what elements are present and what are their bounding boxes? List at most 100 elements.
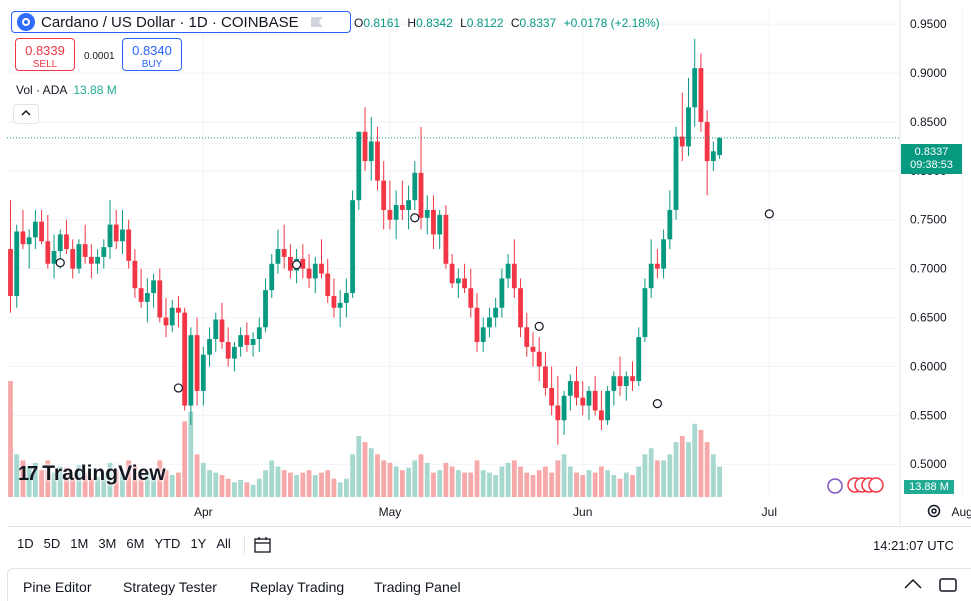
volume-bar xyxy=(45,460,51,497)
candle xyxy=(710,141,716,171)
timeframe-6m[interactable]: 6M xyxy=(126,536,145,551)
timeframe-1m[interactable]: 1M xyxy=(70,536,89,551)
candle xyxy=(530,332,536,367)
candles xyxy=(8,38,722,445)
volume-bar xyxy=(667,454,673,497)
bottom-panel: Pine Editor Strategy Tester Replay Tradi… xyxy=(7,568,971,601)
volume-bar xyxy=(412,460,418,497)
volume-bar xyxy=(480,470,486,497)
candle xyxy=(213,312,219,352)
date-range-icon[interactable] xyxy=(253,536,273,554)
candle xyxy=(381,161,387,230)
volume-bar xyxy=(144,472,150,497)
candle xyxy=(263,278,268,333)
x-tick-label: May xyxy=(379,505,402,519)
candlestick-chart[interactable]: 0.95000.90000.85000.80000.75000.70000.65… xyxy=(0,0,971,530)
candle xyxy=(462,263,467,294)
tab-pine-editor[interactable]: Pine Editor xyxy=(23,579,92,595)
tab-trading-panel[interactable]: Trading Panel xyxy=(374,579,461,595)
maximize-icon[interactable] xyxy=(938,577,958,593)
volume-bar xyxy=(82,472,88,497)
candle xyxy=(101,239,107,269)
collapse-legend-button[interactable] xyxy=(13,104,39,124)
candle xyxy=(144,278,150,323)
candle xyxy=(200,346,206,406)
candle xyxy=(169,299,175,333)
candle xyxy=(107,200,113,259)
candle xyxy=(288,244,293,279)
event-marker xyxy=(652,399,662,409)
timeframe-all[interactable]: All xyxy=(216,536,231,551)
symbol-title: Cardano / US Dollar · 1D · COINBASE xyxy=(41,13,299,31)
candle xyxy=(188,327,194,426)
event-marker xyxy=(410,213,420,223)
volume-bar xyxy=(704,442,710,497)
volume-bar xyxy=(673,442,679,497)
volume-bar xyxy=(418,454,424,497)
volume-bar xyxy=(269,460,275,497)
volume-bar xyxy=(263,470,268,497)
tab-replay-trading[interactable]: Replay Trading xyxy=(250,579,345,595)
y-tick-label: 0.9000 xyxy=(910,66,947,80)
volume-bar xyxy=(368,448,374,497)
candle xyxy=(636,327,642,386)
candle xyxy=(95,249,100,274)
time-axis: Apr May Jun Jul Aug xyxy=(194,505,971,519)
candle xyxy=(176,296,181,328)
volume-bar xyxy=(343,478,349,497)
flag-icon[interactable] xyxy=(310,17,323,27)
volume-bar xyxy=(225,478,231,497)
volume-bar xyxy=(443,462,449,497)
candle xyxy=(219,302,225,349)
ohlc-legend: O0.8161 H0.8342 L0.8122 C0.8337 +0.0178 … xyxy=(354,16,660,30)
divider xyxy=(7,526,971,527)
candle xyxy=(505,253,511,289)
candle xyxy=(605,385,611,426)
tab-strategy-tester[interactable]: Strategy Tester xyxy=(123,579,217,595)
candle xyxy=(487,307,492,338)
event-markers xyxy=(55,209,884,494)
candle xyxy=(561,390,567,435)
volume-bar xyxy=(362,442,368,497)
volume-bar xyxy=(617,478,623,497)
volume-bar xyxy=(648,448,654,497)
symbol-search[interactable]: Cardano / US Dollar · 1D · COINBASE xyxy=(11,11,351,33)
candle xyxy=(424,195,430,235)
timeframe-1y[interactable]: 1Y xyxy=(190,536,207,551)
volume-bar xyxy=(95,476,100,497)
volume-bar xyxy=(511,460,517,497)
candle xyxy=(207,327,212,367)
volume-bar xyxy=(325,470,331,497)
volume-bar xyxy=(567,466,573,497)
candle xyxy=(157,268,163,323)
y-tick-label: 0.5000 xyxy=(910,457,947,471)
chart-settings-icon[interactable] xyxy=(926,503,942,519)
candle xyxy=(151,273,156,308)
volume-bar xyxy=(679,436,685,497)
candle xyxy=(20,209,26,250)
price-axis: 0.95000.90000.85000.80000.75000.70000.65… xyxy=(910,17,947,471)
volume-bar xyxy=(163,470,169,497)
timeframe-5d[interactable]: 5D xyxy=(43,536,61,551)
timeframe-3m[interactable]: 3M xyxy=(98,536,117,551)
chevron-up-icon[interactable] xyxy=(903,577,923,591)
y-tick-label: 0.9500 xyxy=(910,17,947,31)
clock-utc[interactable]: 14:21:07 UTC xyxy=(873,538,954,553)
candle xyxy=(194,317,200,406)
volume-bar xyxy=(592,472,598,497)
candle xyxy=(325,258,331,303)
sell-button[interactable]: 0.8339 SELL xyxy=(15,38,75,71)
x-tick-label: Jul xyxy=(762,505,777,519)
volume-bar xyxy=(126,460,132,497)
timeframe-1d[interactable]: 1D xyxy=(17,536,34,551)
candle xyxy=(667,190,673,250)
volume-bar xyxy=(393,466,399,497)
timeframe-ytd[interactable]: YTD xyxy=(154,536,181,551)
volume-bar xyxy=(431,472,436,497)
volume-tag: 13.88 M xyxy=(904,480,954,494)
candle xyxy=(269,253,275,298)
buy-button[interactable]: 0.8340 BUY xyxy=(122,38,182,71)
candle xyxy=(132,249,138,298)
candle xyxy=(120,209,125,254)
volume-bar xyxy=(487,472,492,497)
